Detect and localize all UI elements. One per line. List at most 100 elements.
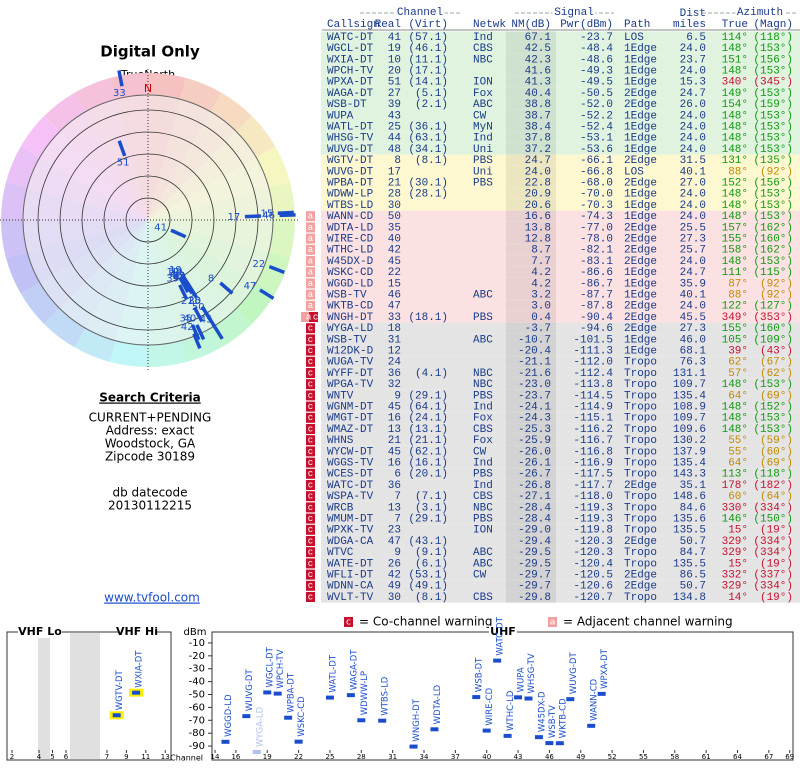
- table-cell: -118.0: [573, 491, 613, 503]
- table-cell: (34.1): [408, 144, 448, 156]
- radar-spoke: [212, 324, 224, 340]
- table-cell: (21.1): [408, 435, 448, 447]
- table-cell: (5.1): [415, 88, 448, 100]
- table-cell: Tropo: [624, 402, 657, 414]
- table-cell: -48.6: [580, 54, 613, 66]
- station-mark: [587, 723, 596, 728]
- warning-box: [306, 278, 315, 289]
- table-cell: -117.7: [573, 480, 613, 492]
- station-label: WTHC-LD: [506, 690, 516, 731]
- nm-cell: [506, 434, 556, 446]
- warning-box: [306, 323, 315, 334]
- table-cell: 45.5: [680, 312, 706, 324]
- x-tick-label: 67: [764, 753, 773, 761]
- warning-flag: c: [308, 346, 313, 356]
- station-mark: [263, 690, 272, 695]
- radar-label: 46: [262, 211, 275, 222]
- warning-flag: c: [308, 402, 313, 412]
- nm-cell: [506, 109, 556, 121]
- radar-spoke: [192, 332, 202, 350]
- row-background: [321, 479, 800, 491]
- table-cell: (115°): [753, 267, 793, 279]
- nm-cell: [506, 468, 556, 480]
- table-cell: (92°): [760, 166, 793, 178]
- table-cell: 38.7: [525, 110, 551, 122]
- table-cell: (153°): [753, 88, 793, 100]
- table-cell: PBS: [473, 514, 493, 526]
- y-tick-label: -30: [189, 664, 205, 675]
- table-cell: (345°): [753, 77, 793, 89]
- warning-box: [306, 536, 315, 546]
- radar-spoke: [259, 288, 275, 300]
- table-cell: 10: [388, 54, 401, 66]
- station-label: WHSG-TV: [527, 653, 537, 693]
- table-cell: -49.5: [580, 77, 613, 89]
- table-cell: 25.5: [680, 222, 706, 234]
- table-cell: 7.7: [531, 256, 551, 268]
- table-cell: 30: [388, 200, 401, 212]
- column-header: Callsign: [327, 19, 380, 31]
- panel-title-bg: [489, 626, 517, 638]
- table-cell: -70.0: [580, 189, 613, 201]
- table-cell: 18: [388, 323, 401, 335]
- table-cell: -120.5: [573, 570, 613, 582]
- table-cell: -74.3: [580, 211, 613, 223]
- radar-spoke: [186, 282, 198, 299]
- table-cell: (153°): [753, 211, 793, 223]
- nm-cell: [506, 289, 556, 301]
- legend-flag: a: [550, 618, 556, 628]
- row-background: [321, 468, 800, 480]
- warning-flag: c: [308, 380, 313, 390]
- row-background: [321, 457, 800, 469]
- link[interactable]: www.tvfool.com: [104, 591, 200, 605]
- table-cell: 2Edge: [624, 88, 657, 100]
- station-mark: [346, 693, 355, 698]
- title: Digital Only: [100, 43, 200, 61]
- row-background: [321, 580, 800, 592]
- table-cell: (60°): [760, 446, 793, 458]
- table-cell: WGTV-DT: [327, 155, 374, 167]
- nm-cell: [506, 412, 556, 424]
- table-cell: 37.2: [525, 144, 551, 156]
- x-tick-label: 37: [451, 753, 460, 761]
- table-cell: CBS: [473, 424, 493, 436]
- table-cell: (92°): [760, 290, 793, 302]
- table-cell: WDTA-LD: [327, 222, 374, 234]
- table-cell: (19°): [760, 525, 793, 537]
- table-cell: 12.8: [525, 234, 551, 246]
- table-cell: 113°: [722, 469, 748, 481]
- table-cell: 148.6: [673, 491, 706, 503]
- x-tick-label: 55: [639, 753, 648, 761]
- panel: [211, 631, 794, 761]
- nm-cell: [506, 244, 556, 256]
- table-cell: 22.8: [525, 178, 551, 190]
- x-tick-label: 28: [357, 753, 366, 761]
- x-tick-label: 69: [785, 753, 794, 761]
- table-cell: (153°): [753, 66, 793, 78]
- table-cell: 12: [388, 346, 401, 358]
- table-cell: Tropo: [624, 491, 657, 503]
- table-cell: 30: [388, 592, 401, 604]
- radar-label: 51: [117, 158, 130, 169]
- table-cell: (334°): [753, 547, 793, 559]
- table-cell: 329°: [722, 581, 748, 593]
- table-cell: 1Edge: [624, 189, 657, 201]
- table-cell: WUGA-TV: [327, 357, 374, 369]
- warning-flag: c: [308, 559, 313, 569]
- row-background: [321, 87, 800, 99]
- table-cell: 84.6: [680, 502, 706, 514]
- legend-box: [548, 617, 557, 627]
- table-cell: (67°): [760, 357, 793, 369]
- warning-flag: c: [308, 469, 313, 479]
- radar-spoke: [195, 324, 206, 341]
- nm-cell: [506, 311, 556, 323]
- row-background: [321, 322, 800, 334]
- table-cell: WDNN-CA: [327, 581, 374, 593]
- table-cell: (18.1): [408, 312, 448, 324]
- table-cell: 84.7: [680, 547, 706, 559]
- table-cell: -112.4: [573, 368, 613, 380]
- table-cell: WPXK-TV: [327, 525, 374, 537]
- table-cell: WPGA-TV: [327, 379, 374, 391]
- table-cell: 24.7: [525, 155, 551, 167]
- row-background: [321, 289, 800, 301]
